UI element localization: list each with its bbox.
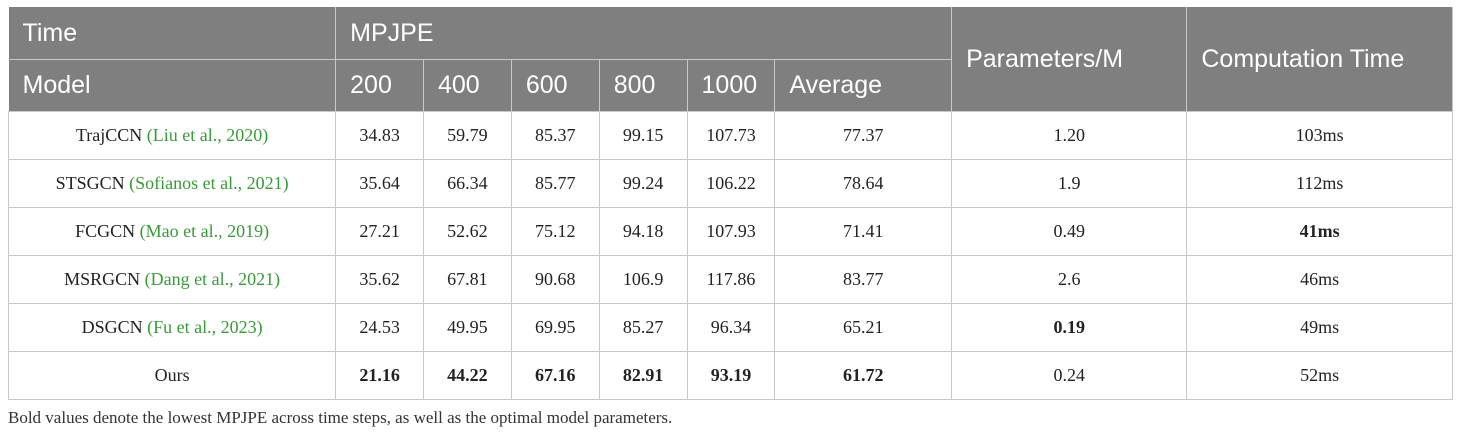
header-average: Average: [774, 59, 953, 112]
value-cell: 99.24: [598, 159, 688, 208]
value-cell: 67.81: [423, 255, 512, 304]
params-cell: 2.6: [951, 255, 1188, 304]
params-cell: 0.24: [951, 351, 1188, 400]
model-name: STSGCN: [55, 173, 125, 193]
header-parameters: Parameters/M: [951, 7, 1188, 112]
header-computation-time: Computation Time: [1186, 7, 1453, 112]
value-cell: 75.12: [510, 207, 600, 256]
value-cell: 52.62: [423, 207, 512, 256]
citation-link[interactable]: (Liu et al., 2020): [146, 125, 269, 145]
average-cell: 83.77: [774, 255, 953, 304]
table-row: TrajCCN (Liu et al., 2020) 34.83 59.79 8…: [7, 111, 1453, 160]
table-body: TrajCCN (Liu et al., 2020) 34.83 59.79 8…: [7, 111, 1453, 400]
comp-time-cell: 49ms: [1186, 303, 1453, 352]
header-step-800: 800: [599, 59, 688, 112]
value-cell: 44.22: [423, 351, 512, 400]
header-mpjpe: MPJPE: [335, 7, 953, 60]
average-cell: 61.72: [774, 351, 953, 400]
header-step-200: 200: [335, 59, 424, 112]
value-cell: 93.19: [686, 351, 776, 400]
value-cell: 82.91: [598, 351, 688, 400]
average-cell: 71.41: [774, 207, 953, 256]
value-cell: 85.27: [598, 303, 688, 352]
average-cell: 77.37: [774, 111, 953, 160]
value-cell: 90.68: [510, 255, 600, 304]
model-name: Ours: [154, 365, 190, 385]
comp-time-cell: 103ms: [1186, 111, 1453, 160]
header-step-600: 600: [511, 59, 600, 112]
comp-time-cell: 46ms: [1186, 255, 1453, 304]
value-cell: 106.22: [686, 159, 776, 208]
results-table: Time MPJPE Parameters/M Computation Time…: [7, 7, 1453, 400]
value-cell: 85.77: [510, 159, 600, 208]
model-name: FCGCN: [75, 221, 136, 241]
value-cell: 106.9: [598, 255, 688, 304]
model-cell: TrajCCN (Liu et al., 2020): [7, 111, 337, 160]
params-cell: 0.19: [951, 303, 1188, 352]
value-cell: 27.21: [335, 207, 424, 256]
table-footnote: Bold values denote the lowest MPJPE acro…: [8, 408, 673, 427]
table-row: MSRGCN (Dang et al., 2021) 35.62 67.81 9…: [7, 255, 1453, 304]
header-time: Time: [8, 7, 337, 60]
citation-link[interactable]: (Sofianos et al., 2021): [129, 173, 289, 193]
model-cell: STSGCN (Sofianos et al., 2021): [7, 159, 337, 208]
value-cell: 69.95: [510, 303, 600, 352]
comp-time-cell: 52ms: [1186, 351, 1453, 400]
value-cell: 67.16: [510, 351, 600, 400]
comp-time-cell: 112ms: [1186, 159, 1453, 208]
value-cell: 35.64: [335, 159, 424, 208]
model-cell: MSRGCN (Dang et al., 2021): [7, 255, 337, 304]
model-name: DSGCN: [81, 317, 143, 337]
table-row: Ours 21.16 44.22 67.16 82.91 93.19 61.72…: [7, 351, 1453, 400]
value-cell: 66.34: [423, 159, 512, 208]
value-cell: 94.18: [598, 207, 688, 256]
model-name: MSRGCN: [64, 269, 141, 289]
value-cell: 117.86: [686, 255, 776, 304]
params-cell: 1.20: [951, 111, 1188, 160]
table-row: DSGCN (Fu et al., 2023) 24.53 49.95 69.9…: [7, 303, 1453, 352]
citation-link[interactable]: (Mao et al., 2019): [139, 221, 270, 241]
average-cell: 65.21: [774, 303, 953, 352]
model-cell: FCGCN (Mao et al., 2019): [7, 207, 337, 256]
params-cell: 1.9: [951, 159, 1188, 208]
model-cell: DSGCN (Fu et al., 2023): [7, 303, 337, 352]
header-step-400: 400: [423, 59, 512, 112]
value-cell: 24.53: [335, 303, 424, 352]
value-cell: 59.79: [423, 111, 512, 160]
value-cell: 107.93: [686, 207, 776, 256]
table-row: FCGCN (Mao et al., 2019) 27.21 52.62 75.…: [7, 207, 1453, 256]
params-cell: 0.49: [951, 207, 1188, 256]
value-cell: 34.83: [335, 111, 424, 160]
table-row: STSGCN (Sofianos et al., 2021) 35.64 66.…: [7, 159, 1453, 208]
citation-link[interactable]: (Dang et al., 2021): [144, 269, 281, 289]
header-model: Model: [8, 59, 337, 112]
value-cell: 49.95: [423, 303, 512, 352]
value-cell: 99.15: [598, 111, 688, 160]
model-cell: Ours: [7, 351, 337, 400]
value-cell: 107.73: [686, 111, 776, 160]
comp-time-cell: 41ms: [1186, 207, 1453, 256]
value-cell: 21.16: [335, 351, 424, 400]
value-cell: 85.37: [510, 111, 600, 160]
citation-link[interactable]: (Fu et al., 2023): [147, 317, 263, 337]
table-header: Time MPJPE Parameters/M Computation Time…: [8, 7, 1453, 112]
model-name: TrajCCN: [75, 125, 143, 145]
average-cell: 78.64: [774, 159, 953, 208]
value-cell: 35.62: [335, 255, 424, 304]
value-cell: 96.34: [686, 303, 776, 352]
header-step-1000: 1000: [687, 59, 776, 112]
